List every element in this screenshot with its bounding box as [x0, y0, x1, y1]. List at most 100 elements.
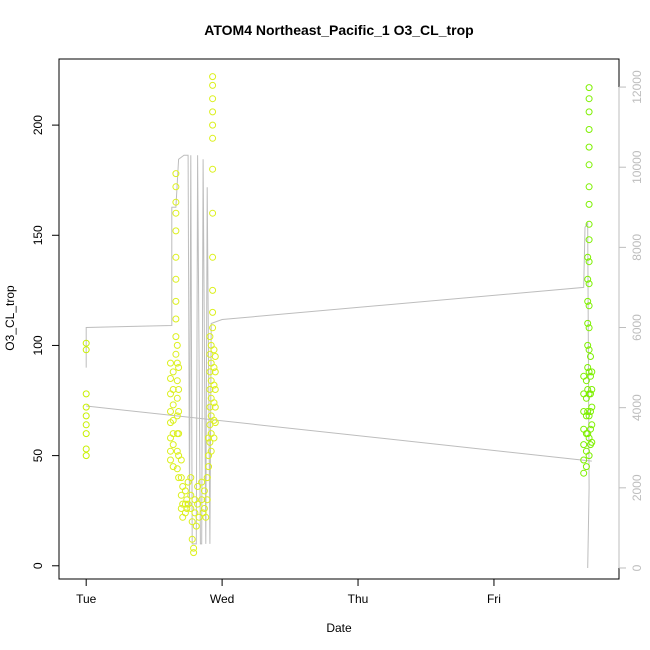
data-point	[211, 419, 219, 427]
data-point	[181, 509, 189, 517]
data-point	[82, 430, 90, 438]
data-point	[209, 108, 217, 116]
data-point	[209, 286, 217, 294]
data-point	[580, 469, 588, 477]
data-point	[588, 386, 596, 393]
x-tick-label: Thu	[348, 592, 369, 606]
point-layer	[82, 73, 596, 557]
data-point	[172, 315, 180, 323]
data-point	[82, 403, 90, 411]
data-point	[191, 509, 199, 517]
data-point	[194, 483, 202, 490]
data-point	[172, 198, 180, 206]
y-axis-label: O3_CL_trop	[3, 285, 17, 351]
data-point	[585, 84, 593, 92]
left-axis: 0 50 100 150 200	[31, 115, 60, 569]
data-point	[172, 297, 180, 305]
data-point	[585, 161, 593, 169]
data-point	[173, 377, 181, 385]
data-point	[584, 319, 592, 327]
data-point	[209, 95, 217, 103]
data-point	[82, 390, 90, 398]
data-point	[585, 280, 593, 288]
x-tick-label: Wed	[210, 592, 234, 606]
data-point	[585, 143, 593, 151]
y2-tick-label: 12000	[630, 70, 644, 104]
data-point	[585, 183, 593, 191]
data-point	[210, 434, 218, 442]
data-point	[588, 421, 596, 429]
data-point	[195, 513, 203, 521]
data-point	[210, 381, 218, 389]
data-point	[169, 401, 177, 409]
data-point	[187, 505, 195, 512]
data-point	[211, 403, 219, 411]
data-point	[580, 456, 588, 464]
right-axis: 0 2000 4000 6000 8000 10000 12000	[618, 70, 644, 571]
data-point	[584, 297, 592, 305]
data-point	[585, 236, 593, 244]
data-point	[169, 430, 177, 438]
data-point	[585, 95, 593, 103]
data-point	[211, 368, 219, 376]
data-point	[169, 386, 177, 393]
data-point	[175, 474, 183, 482]
data-point	[167, 456, 174, 464]
data-point	[172, 275, 180, 283]
data-point	[585, 108, 593, 116]
data-point	[585, 368, 593, 376]
data-point	[584, 341, 592, 349]
data-point	[206, 368, 214, 376]
data-point	[584, 253, 592, 261]
data-point	[580, 441, 588, 449]
y2-tick-label: 10000	[630, 150, 644, 184]
data-point	[194, 500, 202, 508]
chart-title: ATOM4 Northeast_Pacific_1 O3_CL_trop	[204, 22, 473, 38]
data-point	[172, 170, 180, 178]
data-point	[175, 364, 183, 371]
data-point	[202, 513, 210, 521]
data-point	[588, 438, 596, 446]
data-point	[206, 403, 214, 411]
data-point	[209, 308, 217, 316]
data-point	[190, 549, 198, 557]
data-point	[200, 487, 208, 495]
data-point	[587, 372, 594, 380]
y2-tick-label: 6000	[630, 314, 644, 341]
y2-tick-label: 4000	[630, 394, 644, 421]
data-point	[172, 227, 180, 235]
data-point	[187, 474, 195, 482]
data-point	[582, 377, 590, 385]
data-point	[172, 183, 180, 191]
data-point	[585, 302, 593, 310]
data-point	[209, 165, 217, 173]
data-point	[177, 491, 185, 499]
data-point	[209, 209, 217, 217]
data-point	[183, 496, 191, 504]
data-point	[206, 438, 214, 446]
data-point	[175, 430, 183, 438]
data-point	[188, 535, 196, 543]
data-point	[585, 452, 593, 460]
data-point	[206, 333, 214, 341]
y-tick-label: 100	[31, 335, 45, 355]
y-tick-label: 150	[31, 225, 45, 245]
data-point	[173, 447, 181, 455]
data-point	[209, 324, 217, 332]
data-point	[82, 421, 90, 429]
data-point	[173, 394, 181, 402]
data-point	[210, 346, 218, 354]
data-point	[82, 445, 90, 453]
trend-line	[86, 405, 592, 462]
data-point	[587, 390, 594, 398]
y-tick-label: 50	[31, 449, 45, 463]
data-point	[192, 522, 200, 530]
data-point	[173, 359, 181, 367]
data-point	[582, 412, 590, 420]
data-point	[175, 408, 183, 415]
data-point	[167, 375, 174, 382]
data-point	[169, 368, 177, 376]
x-axis-label: Date	[326, 621, 352, 635]
data-point	[209, 134, 217, 142]
